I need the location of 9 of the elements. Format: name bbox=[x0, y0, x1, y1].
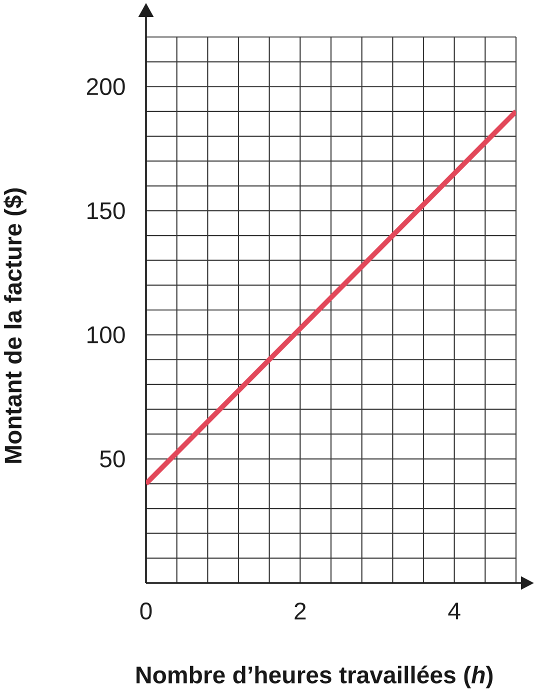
x-axis-title: Nombre d’heures travaillées (h) bbox=[136, 666, 493, 688]
y-tick-label: 50 bbox=[100, 450, 125, 468]
y-tick-label: 150 bbox=[88, 202, 125, 220]
x-tick-label: 2 bbox=[294, 602, 306, 620]
y-tick-label: 100 bbox=[88, 326, 125, 344]
y-tick-label: 200 bbox=[86, 78, 125, 96]
y-axis-title: Montant de la facture ($) bbox=[4, 188, 26, 463]
x-tick-label: 4 bbox=[448, 602, 460, 620]
x-tick-label: 0 bbox=[140, 602, 152, 620]
